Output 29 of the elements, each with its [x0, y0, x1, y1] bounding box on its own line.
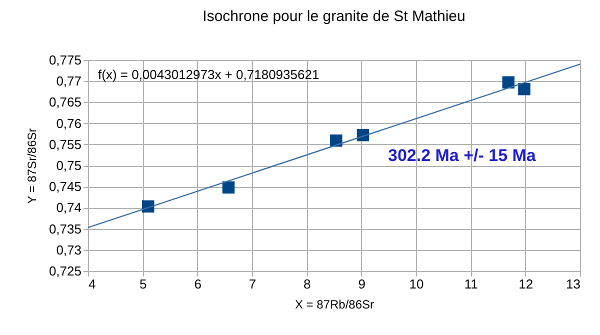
y-tick-label: 0,765 — [48, 94, 82, 110]
x-tick-label: 4 — [88, 276, 96, 292]
y-tick-label: 0,74 — [56, 200, 82, 216]
annotation: 302.2 Ma +/- 15 Ma — [388, 146, 536, 165]
x-tick-label: 8 — [304, 276, 311, 292]
x-tick-label: 7 — [248, 276, 256, 292]
annotation: f(x) = 0,0043012973x + 0,7180935621 — [98, 67, 320, 82]
chart-title: Isochrone pour le granite de St Mathieu — [202, 8, 466, 25]
y-tick-label: 0,725 — [48, 264, 82, 278]
y-axis-title: Y = 87Sr/86Sr — [24, 128, 39, 204]
point — [222, 181, 235, 194]
x-tick-label: 10 — [409, 276, 424, 292]
y-tick-label: 0,75 — [56, 158, 82, 173]
y-tick-label: 0,775 — [48, 52, 82, 68]
point — [518, 82, 530, 96]
y-tick-label: 0,745 — [48, 179, 82, 194]
y-tick-label: 0,735 — [48, 221, 82, 236]
y-tick-label: 0,755 — [48, 136, 82, 152]
x-tick-label: 13 — [566, 276, 580, 292]
y-tick-label: 0,73 — [56, 242, 82, 258]
y-tick-label: 0,76 — [56, 116, 82, 131]
x-tick-label: 5 — [140, 276, 147, 292]
x-tick-label: 11 — [464, 276, 478, 292]
point — [502, 76, 515, 88]
y-tick-label: 0,77 — [56, 74, 82, 89]
x-tick-label: 6 — [194, 276, 202, 292]
x-axis-title: X = 87Rb/86Sr — [294, 298, 374, 312]
x-tick-label: 12 — [518, 276, 534, 292]
x-tick-label: 9 — [358, 276, 366, 292]
